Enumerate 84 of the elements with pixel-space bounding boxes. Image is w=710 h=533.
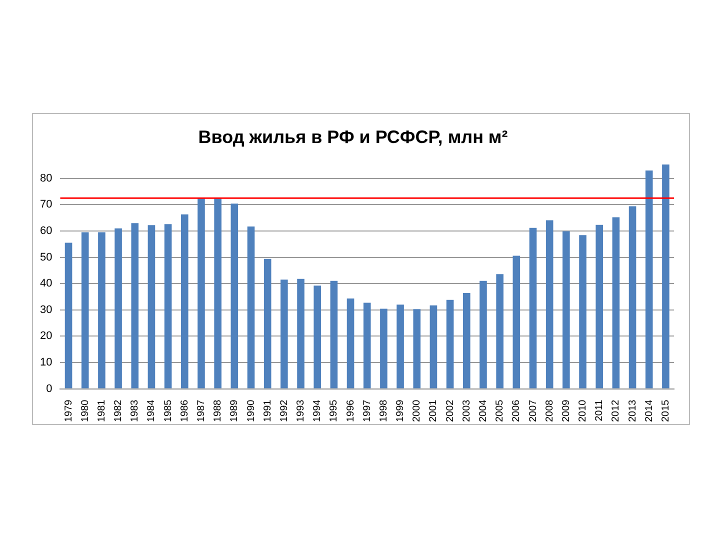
y-tick-label: 30 — [40, 304, 52, 316]
bar — [562, 231, 570, 388]
y-tick-label: 50 — [40, 251, 52, 264]
bar — [496, 274, 504, 388]
x-tick-label: 1995 — [328, 399, 340, 422]
x-tick-label: 2014 — [644, 399, 655, 422]
bar — [148, 225, 156, 388]
bar — [230, 204, 238, 388]
bar — [579, 235, 586, 388]
bar — [413, 309, 421, 388]
bar — [330, 280, 338, 388]
x-tick-label: 1986 — [179, 399, 190, 422]
bar — [64, 242, 72, 388]
x-tick-label: 1987 — [196, 399, 207, 422]
bar — [280, 280, 288, 388]
y-tick-label: 10 — [40, 356, 52, 368]
y-tick-label: 40 — [40, 278, 52, 290]
y-tick-label: 20 — [40, 330, 52, 342]
bar — [98, 232, 106, 388]
y-tick-label: 80 — [40, 172, 52, 184]
x-tick-label: 2007 — [528, 399, 539, 422]
bar — [612, 217, 620, 388]
bar — [546, 220, 554, 388]
bar — [297, 278, 304, 388]
bar — [430, 305, 438, 388]
bar — [264, 258, 272, 388]
bar — [181, 214, 188, 388]
bar — [645, 170, 653, 388]
y-tick-label: 0 — [46, 382, 52, 395]
x-tick-label: 1981 — [96, 399, 108, 422]
x-tick-label: 1979 — [63, 399, 74, 422]
bar — [198, 198, 205, 388]
bar — [662, 164, 670, 388]
x-tick-label: 2015 — [660, 399, 672, 422]
bar — [596, 224, 604, 388]
bar — [114, 228, 122, 388]
bar — [363, 302, 371, 388]
bar — [529, 228, 537, 388]
x-tick-label: 2000 — [412, 399, 423, 422]
x-tick-label: 2009 — [560, 399, 572, 422]
x-tick-label: 1999 — [395, 399, 406, 422]
y-tick-label: 70 — [40, 198, 52, 211]
x-tick-label: 2002 — [444, 399, 456, 422]
x-tick-label: 1997 — [362, 399, 373, 422]
x-tick-label: 1996 — [345, 399, 356, 422]
bar — [131, 223, 139, 388]
x-tick-label: 1980 — [80, 399, 91, 422]
x-tick-label: 2012 — [610, 399, 622, 422]
y-tick-label: 60 — [40, 225, 52, 238]
x-tick-label: 2011 — [594, 399, 606, 422]
bar — [164, 224, 172, 388]
x-tick-label: 1998 — [378, 399, 390, 422]
x-tick-label: 1992 — [278, 399, 290, 422]
x-tick-label: 1982 — [113, 399, 124, 422]
x-tick-label: 2003 — [461, 399, 472, 422]
bar — [81, 232, 89, 388]
bar — [463, 293, 470, 388]
bar — [214, 198, 222, 388]
x-tick-label: 1989 — [229, 399, 240, 422]
x-tick-label: 1985 — [162, 399, 174, 422]
x-tick-label: 2006 — [511, 399, 522, 422]
x-tick-label: 1990 — [246, 399, 257, 422]
bar — [628, 206, 636, 388]
bar — [247, 226, 255, 388]
x-tick-label: 2008 — [544, 399, 556, 422]
bar — [346, 298, 354, 388]
x-tick-label: 1983 — [130, 399, 141, 422]
bar — [480, 280, 487, 388]
x-tick-label: 2005 — [494, 399, 506, 422]
x-tick-label: 2001 — [428, 399, 440, 422]
bar — [380, 308, 388, 388]
x-tick-label: 2010 — [578, 399, 589, 422]
x-tick-label: 1991 — [262, 399, 274, 422]
x-tick-label: 1984 — [146, 399, 158, 422]
bar — [512, 256, 520, 388]
x-tick-label: 2004 — [478, 399, 489, 422]
bar — [396, 304, 404, 388]
bar — [314, 286, 322, 388]
chart-title: Ввод жилья в РФ и РСФСР, млн м² — [198, 126, 508, 147]
x-tick-label: 2013 — [627, 399, 638, 422]
x-tick-label: 1994 — [312, 399, 324, 422]
x-tick-label: 1993 — [296, 399, 307, 422]
bar — [446, 300, 454, 388]
x-tick-label: 1988 — [212, 399, 224, 422]
